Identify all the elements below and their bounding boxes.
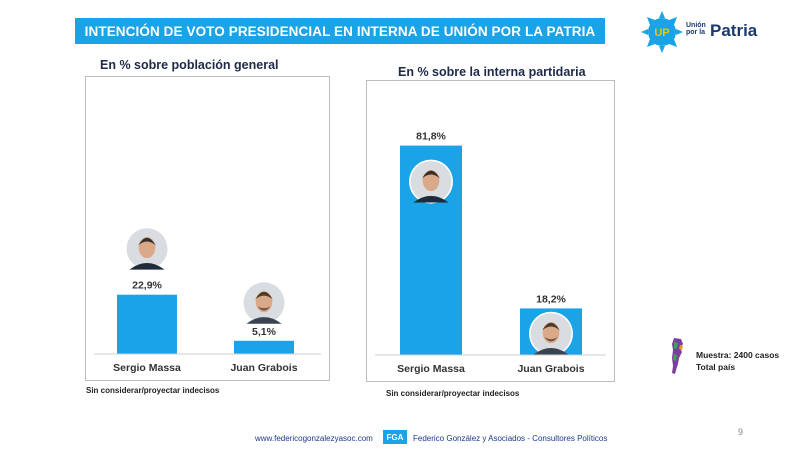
chart-2-value-label-1: 18,2% [536, 293, 566, 305]
chart-1-frame: 22,9% Sergio Massa 5,1% Juan Grabois [85, 76, 330, 381]
chart-2-category-label-1: Juan Grabois [517, 363, 584, 375]
chart-1-svg: 22,9% Sergio Massa 5,1% Juan Grabois [94, 226, 321, 374]
sample-scope: Total país [696, 362, 736, 372]
chart-2-avatar-0 [409, 159, 453, 204]
chart-1-subtitle: En % sobre población general [100, 58, 279, 72]
chart-1-value-label-0: 22,9% [132, 280, 162, 292]
footer-company: Federico González y Asociados - Consulto… [413, 434, 608, 443]
sample-info: Muestra: 2400 casos Total país [696, 349, 779, 373]
logo-badge-text: UP [654, 27, 669, 39]
sun-logo-icon: UP [641, 11, 683, 53]
sample-size: Muestra: 2400 casos [696, 350, 780, 360]
chart-1-category-label-1: Juan Grabois [230, 362, 297, 374]
fga-logo: FGA [383, 430, 407, 444]
chart-2-avatar-1 [529, 311, 573, 356]
chart-1-note: Sin considerar/proyectar indecisos [86, 386, 220, 395]
chart-2-subtitle: En % sobre la interna partidaria [398, 65, 586, 79]
chart-1-bar-1 [234, 340, 294, 354]
chart-2-note: Sin considerar/proyectar indecisos [386, 389, 520, 398]
union-por-la-patria-logo: UP Unión por la Patria [640, 10, 760, 54]
chart-1-category-label-0: Sergio Massa [113, 362, 181, 374]
chart-1-value-label-1: 5,1% [252, 326, 277, 338]
chart-2-svg: 81,8% Sergio Massa 18,2% Juan Grabois [375, 131, 606, 375]
argentina-map-icon [672, 338, 683, 374]
chart-1-avatar-0 [125, 226, 169, 271]
page-number: 9 [738, 427, 744, 437]
footer-website-link[interactable]: www.federicogonzalezyasoc.com [255, 434, 373, 443]
chart-1-avatar-1 [242, 280, 286, 325]
chart-2-value-label-0: 81,8% [416, 131, 446, 143]
page-title: INTENCIÓN DE VOTO PRESIDENCIAL EN INTERN… [75, 18, 605, 44]
chart-2-category-label-0: Sergio Massa [397, 363, 465, 375]
chart-2-frame: 81,8% Sergio Massa 18,2% Juan Grabois [366, 80, 615, 382]
logo-small-text: Unión por la [686, 22, 706, 36]
logo-patria-text: Patria [710, 21, 758, 40]
chart-1-bar-0 [117, 294, 177, 354]
